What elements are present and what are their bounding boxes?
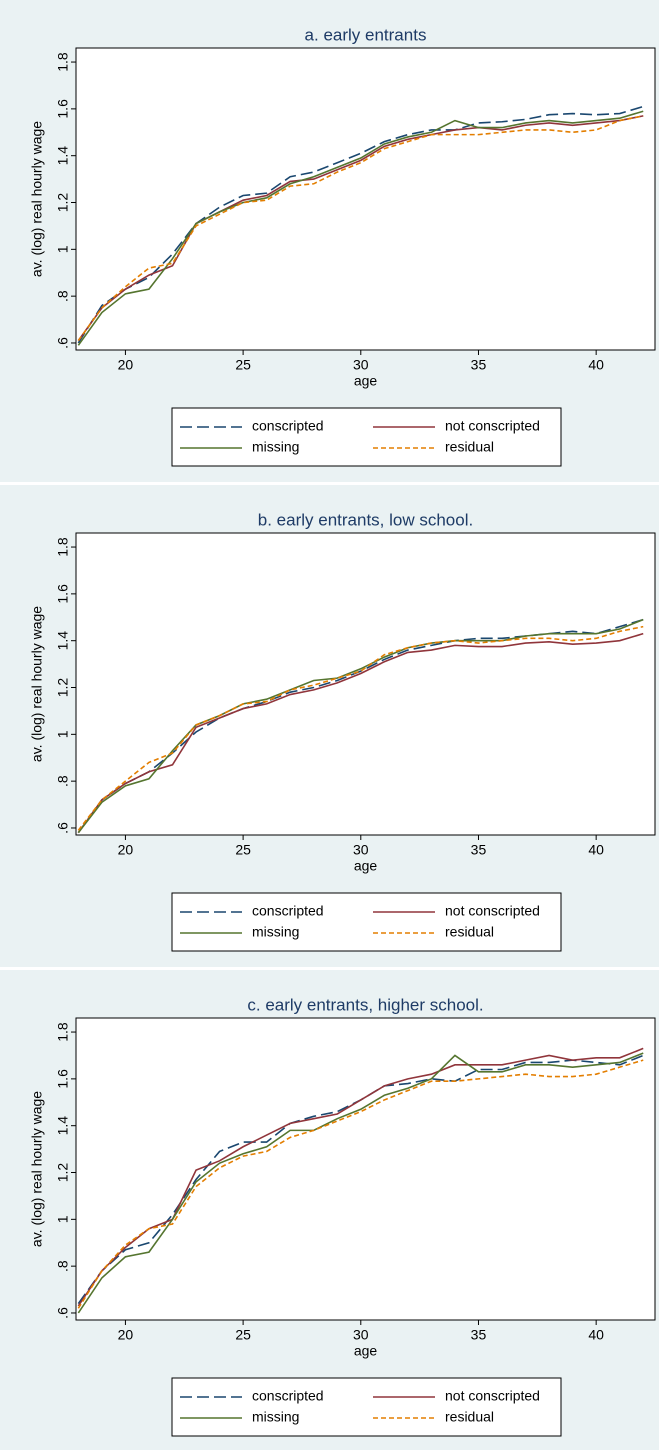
- plot-area: [75, 532, 656, 836]
- series-line: [77, 618, 644, 834]
- legend-label: missing: [252, 924, 299, 940]
- chart-title: b. early entrants, low school.: [258, 510, 473, 529]
- legend-label: not conscripted: [445, 1388, 540, 1404]
- chart-title: a. early entrants: [305, 25, 427, 44]
- legend-label: conscripted: [252, 1388, 324, 1404]
- x-tick-label: 40: [588, 842, 604, 858]
- x-tick-label: 25: [235, 842, 251, 858]
- x-tick-label: 25: [235, 357, 251, 373]
- y-axis-label: av. (log) real hourly wage: [29, 121, 45, 277]
- series-line: [77, 110, 644, 346]
- y-tick-label: 1: [55, 245, 71, 253]
- series-line: [77, 105, 644, 344]
- y-tick-label: 1.2: [55, 678, 71, 698]
- legend-label: not conscripted: [445, 418, 540, 434]
- x-tick-label: 35: [471, 842, 487, 858]
- y-tick-label: .6: [55, 337, 71, 349]
- y-tick-label: 1: [55, 1215, 71, 1223]
- series-line: [77, 1052, 644, 1314]
- legend-label: residual: [445, 924, 494, 940]
- y-tick-label: 1.4: [55, 631, 71, 651]
- y-tick-label: 1.6: [55, 1069, 71, 1089]
- series-line: [77, 115, 644, 342]
- x-tick-label: 35: [471, 1327, 487, 1343]
- plot-area: [75, 1017, 656, 1321]
- y-tick-label: 1.8: [55, 537, 71, 557]
- x-tick-label: 20: [118, 1327, 134, 1343]
- x-tick-label: 35: [471, 357, 487, 373]
- legend-label: missing: [252, 1409, 299, 1425]
- chart-title: c. early entrants, higher school.: [247, 995, 483, 1014]
- x-axis-label: age: [354, 858, 378, 874]
- y-axis-label: av. (log) real hourly wage: [29, 606, 45, 762]
- y-tick-label: .6: [55, 1307, 71, 1319]
- legend-box: [171, 892, 562, 952]
- legend-label: conscripted: [252, 903, 324, 919]
- x-tick-label: 20: [118, 842, 134, 858]
- x-tick-label: 30: [353, 357, 369, 373]
- y-tick-label: 1.6: [55, 99, 71, 119]
- legend-label: not conscripted: [445, 903, 540, 919]
- series-line: [77, 1059, 644, 1309]
- series-line: [77, 625, 644, 831]
- x-axis-label: age: [354, 1343, 378, 1359]
- x-tick-label: 30: [353, 1327, 369, 1343]
- legend-box: [171, 407, 562, 467]
- legend-label: residual: [445, 1409, 494, 1425]
- y-tick-label: 1.8: [55, 1022, 71, 1042]
- x-tick-label: 25: [235, 1327, 251, 1343]
- y-tick-label: 1.8: [55, 52, 71, 72]
- y-tick-label: .8: [55, 1260, 71, 1272]
- legend-label: conscripted: [252, 418, 324, 434]
- x-tick-label: 20: [118, 357, 134, 373]
- y-tick-label: .6: [55, 822, 71, 834]
- y-tick-label: 1: [55, 730, 71, 738]
- y-tick-label: 1.2: [55, 1163, 71, 1183]
- legend-box: [171, 1377, 562, 1437]
- x-tick-label: 40: [588, 357, 604, 373]
- y-tick-label: 1.6: [55, 584, 71, 604]
- y-tick-label: 1.4: [55, 1116, 71, 1136]
- y-tick-label: 1.4: [55, 146, 71, 166]
- x-axis-label: age: [354, 373, 378, 389]
- x-tick-label: 40: [588, 1327, 604, 1343]
- y-tick-label: .8: [55, 290, 71, 302]
- legend-label: residual: [445, 439, 494, 455]
- y-axis-label: av. (log) real hourly wage: [29, 1091, 45, 1247]
- y-tick-label: .8: [55, 775, 71, 787]
- legend-label: missing: [252, 439, 299, 455]
- series-line: [77, 632, 644, 834]
- x-tick-label: 30: [353, 842, 369, 858]
- plot-area: [75, 47, 656, 351]
- y-tick-label: 1.2: [55, 193, 71, 213]
